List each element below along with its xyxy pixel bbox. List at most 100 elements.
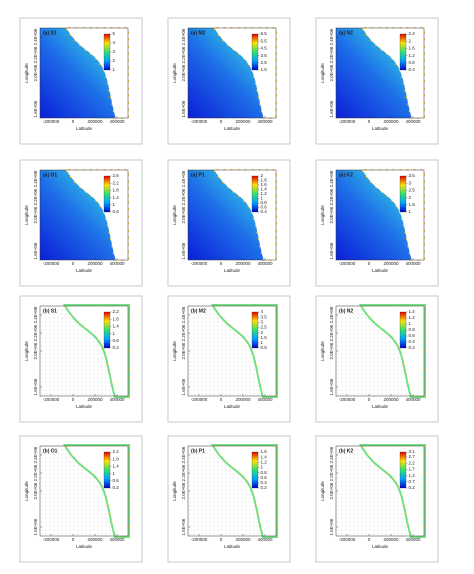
colorbar-label: 1.6 xyxy=(409,46,416,51)
y-tick-label: 1.6E+06 xyxy=(181,242,186,259)
y-tick-label: 2.4E+06 xyxy=(33,170,38,187)
x-axis-label: Latitude xyxy=(372,544,389,549)
y-axis-label: Longitude xyxy=(24,63,29,83)
y-tick-label: 1.6E+06 xyxy=(33,378,38,395)
y-tick-label: 2.0E+06 xyxy=(181,342,186,359)
land xyxy=(214,446,276,536)
colorbar-label: 2 xyxy=(261,173,264,178)
coastal-field xyxy=(361,305,425,397)
colorbar xyxy=(399,451,407,489)
colorbar-label: 1.4 xyxy=(113,195,120,200)
x-tick-label: -200000 xyxy=(43,261,60,266)
colorbar xyxy=(399,311,407,349)
colorbar-label: 1 xyxy=(113,331,116,336)
colorbar-label: 0.4 xyxy=(409,67,416,72)
colorbar-label: 2 xyxy=(409,38,412,43)
panel: (a) O1 -200000 0 200000 400000 1.6E+06 2.0E+06… xyxy=(19,159,143,287)
land xyxy=(214,170,276,260)
x-tick-label: -200000 xyxy=(339,397,356,402)
colorbar-label: 1.2 xyxy=(409,53,416,58)
y-tick-label: 2.2E+06 xyxy=(329,46,334,63)
panel-label: (a) K2 xyxy=(339,172,353,178)
x-axis-label: Latitude xyxy=(372,268,389,273)
colorbar-label: 1.6 xyxy=(261,182,268,187)
colorbar-label: 0.2 xyxy=(113,345,120,350)
x-tick-label: 0 xyxy=(220,397,223,402)
colorbar-label: 1 xyxy=(113,67,116,72)
x-axis-label: Latitude xyxy=(76,268,93,273)
y-tick-label: 2.0E+06 xyxy=(33,482,38,499)
y-tick-label: 2.0E+06 xyxy=(329,342,334,359)
colorbar-label: 1 xyxy=(113,202,116,207)
colorbar-label: 0.2 xyxy=(261,485,268,490)
colorbar-label: 3 xyxy=(409,180,412,185)
y-tick-label: 2.0E+06 xyxy=(181,64,186,81)
x-axis-label: Latitude xyxy=(224,404,241,409)
x-tick-label: -200000 xyxy=(339,261,356,266)
panel-label: (b) S1 xyxy=(43,308,57,314)
y-axis-label: Longitude xyxy=(24,205,29,225)
colorbar-label: 1.8 xyxy=(113,316,120,321)
y-tick-label: 2.0E+06 xyxy=(181,482,186,499)
colorbar-label: 0.4 xyxy=(261,480,268,485)
colorbar-label: 2.2 xyxy=(409,460,416,465)
colorbar-label: 0.6 xyxy=(113,338,120,343)
colorbar-label: 1.4 xyxy=(261,454,268,459)
colorbar-label: 2 xyxy=(113,58,116,63)
y-tick-label: 2.4E+06 xyxy=(329,306,334,323)
x-tick-label: 0 xyxy=(220,119,223,124)
x-tick-label: 0 xyxy=(72,261,75,266)
panel: (b) P1 -200000 0 200000 400000 1.6E+06 2.0E+06… xyxy=(167,435,291,563)
colorbar-label: 0.2 xyxy=(113,485,120,490)
x-tick-label: 0 xyxy=(72,537,75,542)
colorbar-label: 1.8 xyxy=(113,188,120,193)
colorbar-label: 1.2 xyxy=(409,473,416,478)
colorbar-label: 1.2 xyxy=(409,315,416,320)
land xyxy=(362,170,424,260)
colorbar-label: 3.1 xyxy=(409,449,416,454)
y-axis-label: Longitude xyxy=(172,205,177,225)
colorbar-label: 3.5 xyxy=(261,314,268,319)
x-tick-label: 400000 xyxy=(257,397,273,402)
x-tick-label: 400000 xyxy=(257,119,273,124)
x-tick-label: -200000 xyxy=(43,397,60,402)
y-tick-label: 2.4E+06 xyxy=(33,446,38,463)
y-tick-label: 2.2E+06 xyxy=(181,464,186,481)
colorbar-label: 1.4 xyxy=(113,324,120,329)
x-tick-label: 400000 xyxy=(109,397,125,402)
panel-label: (b) P1 xyxy=(191,448,205,454)
x-tick-label: -200000 xyxy=(191,537,208,542)
y-tick-label: 2.0E+06 xyxy=(181,206,186,223)
colorbar-label: 2 xyxy=(261,330,264,335)
y-axis-label: Longitude xyxy=(320,481,325,501)
y-tick-label: 2.2E+06 xyxy=(329,464,334,481)
colorbar-label: 2.2 xyxy=(113,449,120,454)
colorbar-label: 2.4 xyxy=(409,31,416,36)
x-tick-label: 200000 xyxy=(87,537,103,542)
x-tick-label: -200000 xyxy=(339,119,356,124)
panel-label: (a) P1 xyxy=(191,172,205,178)
colorbar-label: 1 xyxy=(113,471,116,476)
colorbar-label: 0.2 xyxy=(409,485,416,490)
x-tick-label: 0 xyxy=(368,537,371,542)
colorbar-label: 1.4 xyxy=(409,309,416,314)
land xyxy=(66,170,128,260)
y-tick-label: 2.2E+06 xyxy=(33,46,38,63)
colorbar-label: 1 xyxy=(409,321,412,326)
colorbar-label: 0.8 xyxy=(409,60,416,65)
x-tick-label: 0 xyxy=(220,261,223,266)
y-tick-label: 2.4E+06 xyxy=(181,446,186,463)
colorbar-label: 2.7 xyxy=(409,454,416,459)
colorbar-label: 0.4 xyxy=(261,209,268,214)
x-axis-label: Latitude xyxy=(76,404,93,409)
colorbar-label: 1 xyxy=(261,340,264,345)
y-tick-label: 2.2E+06 xyxy=(329,188,334,205)
y-tick-label: 2.4E+06 xyxy=(329,170,334,187)
colorbar-label: 1.5 xyxy=(409,202,416,207)
panel: (b) N2 -200000 0 200000 400000 1.6E+06 2.0E+06… xyxy=(315,295,439,423)
x-tick-label: 0 xyxy=(368,261,371,266)
x-axis-label: Latitude xyxy=(224,544,241,549)
x-tick-label: 400000 xyxy=(109,119,125,124)
y-tick-label: 2.4E+06 xyxy=(329,28,334,45)
